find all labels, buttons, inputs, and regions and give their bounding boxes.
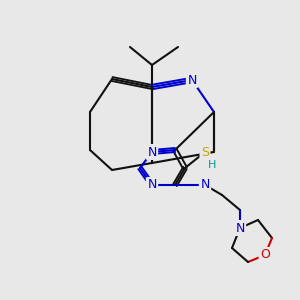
Text: H: H bbox=[208, 160, 216, 170]
Text: S: S bbox=[201, 146, 209, 158]
Text: N: N bbox=[147, 146, 157, 158]
Text: N: N bbox=[187, 74, 197, 86]
Text: N: N bbox=[200, 178, 210, 191]
Text: O: O bbox=[260, 248, 270, 262]
Text: N: N bbox=[235, 221, 245, 235]
Text: N: N bbox=[147, 178, 157, 191]
